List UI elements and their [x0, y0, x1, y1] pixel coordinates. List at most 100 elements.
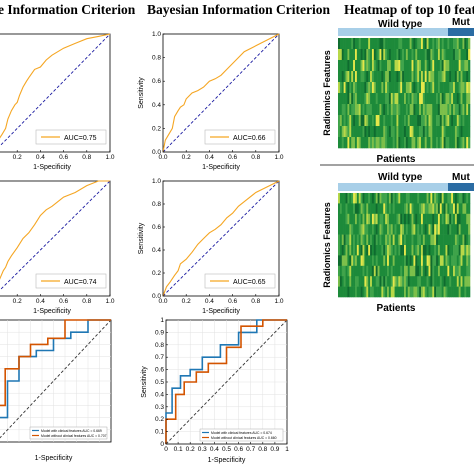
heat-cell [451, 126, 454, 138]
heat-cell [436, 286, 439, 298]
heat-cell [373, 126, 377, 138]
heat-cell [371, 234, 375, 246]
heat-cell [402, 49, 405, 61]
heat-cell [339, 265, 343, 277]
heat-cell [338, 193, 341, 204]
heat-cell [358, 71, 361, 83]
heat-cell [434, 213, 437, 225]
heat-cell [356, 203, 360, 215]
heat-cell [358, 93, 361, 105]
heat-cell [385, 234, 388, 246]
heat-cell [415, 82, 418, 94]
heat-cell [413, 234, 416, 246]
heat-cell [409, 60, 412, 72]
heat-cell [437, 71, 441, 83]
heat-cell [364, 255, 367, 267]
heat-cell [392, 115, 395, 127]
heat-cell [341, 82, 344, 94]
heat-cell [430, 38, 433, 50]
heat-cell [422, 234, 426, 246]
heat-cell [432, 115, 435, 127]
legend-box [204, 273, 276, 289]
x-tick-label: 1.0 [274, 298, 283, 305]
heat-cell [409, 245, 412, 256]
heat-cell [356, 49, 360, 61]
heat-cell [468, 93, 471, 105]
heat-cell [343, 193, 346, 204]
heat-cell [349, 286, 352, 298]
heat-cell [383, 104, 386, 116]
heat-cell [358, 82, 361, 94]
heat-cell [419, 234, 422, 246]
x-tick-label: 0.3 [198, 446, 207, 453]
heat-cell [464, 276, 467, 287]
heat-cell [351, 93, 354, 105]
y-axis-label: Sensitivity [138, 222, 145, 254]
heat-cell [366, 193, 369, 204]
heat-cell [338, 71, 341, 83]
heat-cell [398, 245, 401, 256]
heat-cell [375, 60, 378, 72]
heat-cell [422, 286, 426, 298]
heat-cell [366, 49, 369, 61]
heat-cell [341, 255, 344, 267]
heat-cell [390, 193, 393, 204]
heat-cell [385, 245, 388, 256]
heat-cell [445, 265, 448, 277]
heat-cell [390, 265, 393, 277]
heat-cell [466, 38, 469, 50]
heat-cell [387, 60, 390, 72]
heat-cell [388, 71, 392, 83]
heat-cell [443, 49, 446, 61]
heat-cell [441, 115, 444, 127]
heat-cell [396, 276, 399, 287]
heat-cell [338, 224, 341, 235]
x-tick-label: 1.0 [274, 154, 283, 161]
heat-cell [339, 104, 343, 116]
heat-cell [449, 126, 452, 138]
heat-cell [385, 265, 388, 277]
y-tick-label: 0.4 [152, 247, 161, 254]
heat-cell [390, 286, 393, 298]
heat-cell [390, 137, 393, 149]
heat-cell [428, 82, 431, 94]
heat-cell [366, 60, 369, 72]
heat-cell [379, 93, 382, 105]
heat-cell [360, 38, 363, 50]
heat-cell [409, 115, 412, 127]
heat-cell [453, 38, 456, 50]
heat-cell [456, 71, 459, 83]
heat-cell [409, 265, 412, 277]
heat-cell [398, 276, 401, 287]
heat-cell [436, 82, 439, 94]
heat-cell [430, 203, 433, 215]
heat-cell [356, 224, 360, 235]
heat-cell [345, 234, 348, 246]
heat-cell [368, 193, 371, 204]
heat-cell [402, 255, 405, 267]
heat-cell [347, 193, 350, 204]
heat-cell [466, 255, 469, 267]
heat-cell [409, 213, 412, 225]
legend-box [35, 273, 107, 289]
heat-cell [347, 203, 350, 215]
heat-cell [426, 137, 429, 149]
heat-cell [385, 213, 388, 225]
heat-cell [417, 60, 420, 72]
x-tick-label: 0.6 [228, 298, 237, 305]
heat-cell [451, 93, 454, 105]
heat-cell [398, 265, 401, 277]
heat-cell [424, 49, 427, 61]
heat-cell [411, 71, 414, 83]
heat-cell [428, 276, 431, 287]
heat-cell [441, 93, 444, 105]
heat-cell [460, 203, 463, 215]
heat-cell [439, 60, 443, 72]
heat-cell [338, 93, 341, 105]
heat-cell [370, 104, 373, 116]
heat-cell [437, 93, 441, 105]
heat-cell [362, 265, 365, 277]
heat-cell [358, 60, 361, 72]
heat-cell [390, 224, 393, 235]
heat-cell [381, 265, 384, 277]
